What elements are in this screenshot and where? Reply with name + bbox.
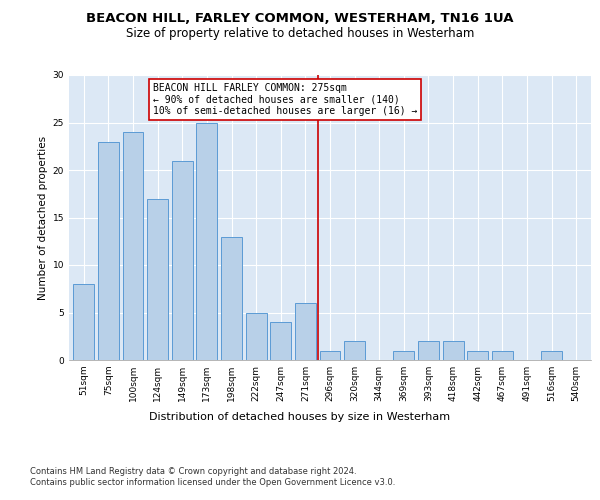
Text: BEACON HILL, FARLEY COMMON, WESTERHAM, TN16 1UA: BEACON HILL, FARLEY COMMON, WESTERHAM, T… (86, 12, 514, 26)
Bar (221, 236, 242, 360)
Bar (73, 284, 94, 360)
Bar (394, 350, 415, 360)
Bar (172, 160, 193, 360)
Bar (270, 322, 291, 360)
Text: Size of property relative to detached houses in Westerham: Size of property relative to detached ho… (126, 28, 474, 40)
Bar (443, 341, 464, 360)
Bar (492, 350, 513, 360)
Bar (122, 132, 143, 360)
Bar (147, 198, 168, 360)
Bar (98, 142, 119, 360)
Bar (320, 350, 340, 360)
Bar (344, 341, 365, 360)
Bar (541, 350, 562, 360)
Bar (418, 341, 439, 360)
Text: Distribution of detached houses by size in Westerham: Distribution of detached houses by size … (149, 412, 451, 422)
Bar (196, 122, 217, 360)
Bar (467, 350, 488, 360)
Bar (245, 312, 266, 360)
Text: BEACON HILL FARLEY COMMON: 275sqm
← 90% of detached houses are smaller (140)
10%: BEACON HILL FARLEY COMMON: 275sqm ← 90% … (153, 82, 417, 116)
Text: Contains HM Land Registry data © Crown copyright and database right 2024.
Contai: Contains HM Land Registry data © Crown c… (30, 468, 395, 487)
Y-axis label: Number of detached properties: Number of detached properties (38, 136, 49, 300)
Bar (295, 303, 316, 360)
